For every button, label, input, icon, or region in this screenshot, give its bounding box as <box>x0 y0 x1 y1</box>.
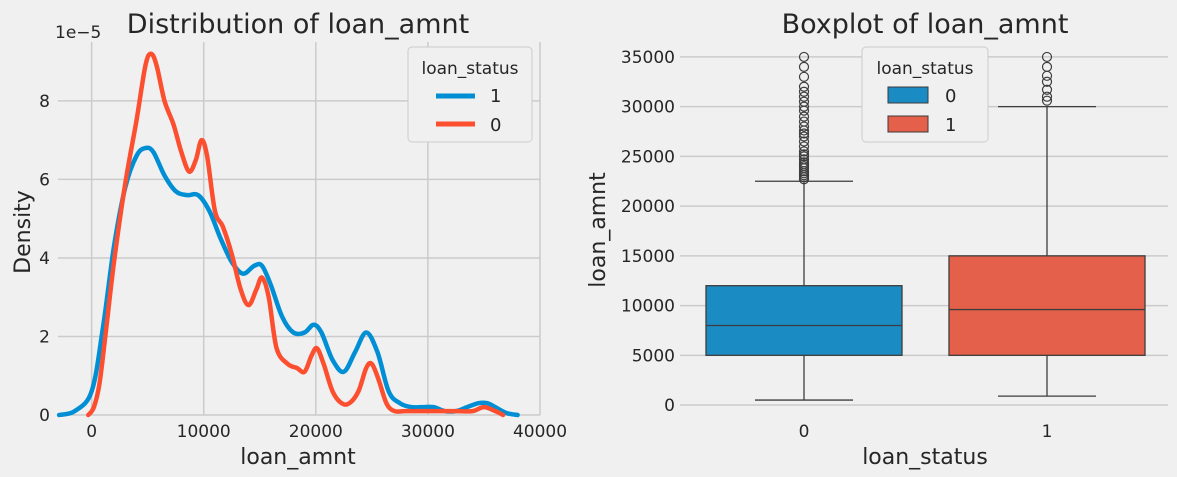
outlier-point <box>798 61 810 72</box>
box-legend-title: loan_status <box>876 59 973 79</box>
outlier-point <box>798 86 810 97</box>
kde-chart: 0 10000 20000 30000 40000 0 2 4 6 8 Distribution… <box>11 9 567 470</box>
box-y-tick-label: 35000 <box>621 48 675 68</box>
outlier-point <box>1041 91 1053 102</box>
outlier-point <box>798 71 810 82</box>
box-y-axis-label: loan_amnt <box>586 172 611 288</box>
outlier-point <box>798 128 810 139</box>
kde-legend-label-1: 1 <box>490 86 501 107</box>
kde-y-tick-label: 6 <box>39 170 50 190</box>
outlier-point <box>1041 61 1053 72</box>
kde-x-tick-label: 0 <box>86 422 97 442</box>
box-group-1 <box>948 51 1146 397</box>
box-iqr <box>948 255 1146 356</box>
box-group-0 <box>705 51 903 401</box>
box-y-tick-labels: 0 5000 10000 15000 20000 25000 30000 35000 <box>621 48 675 416</box>
outlier-point <box>798 101 810 112</box>
box-title: Boxplot of loan_amnt <box>782 9 1069 40</box>
kde-offset-text: 1e−5 <box>55 23 101 43</box>
box-legend: loan_status 0 1 <box>861 46 989 143</box>
outlier-point <box>1041 84 1053 95</box>
outlier-point <box>798 157 810 168</box>
box-x-tick-label: 1 <box>1042 422 1053 442</box>
outlier-point <box>798 154 810 165</box>
kde-line-1 <box>56 145 520 418</box>
kde-x-tick-labels: 0 10000 20000 30000 40000 <box>86 422 567 442</box>
outlier-point <box>798 81 810 92</box>
outlier-point <box>1041 70 1053 81</box>
kde-x-axis-label: loan_amnt <box>240 445 356 470</box>
box-legend-label-0: 0 <box>945 86 956 107</box>
box-y-tick-label: 5000 <box>632 346 675 366</box>
outlier-point <box>1041 95 1053 106</box>
outlier-point <box>798 51 810 63</box>
outlier-point <box>798 111 810 122</box>
outlier-point <box>798 121 810 132</box>
kde-x-tick-label: 40000 <box>513 422 567 442</box>
box-legend-swatch-1 <box>887 115 929 133</box>
kde-y-tick-label: 8 <box>39 92 50 112</box>
box-y-tick-label: 25000 <box>621 147 675 167</box>
kde-x-tick-label: 30000 <box>401 422 455 442</box>
outlier-point <box>798 131 810 142</box>
kde-title: Distribution of loan_amnt <box>127 9 469 40</box>
box-boxes <box>705 51 1146 401</box>
kde-y-tick-labels: 0 2 4 6 8 <box>39 92 50 426</box>
box-x-tick-label: 0 <box>799 422 810 442</box>
outlier-point <box>798 149 810 160</box>
outlier-point <box>1041 51 1053 63</box>
box-y-tick-label: 0 <box>664 396 675 416</box>
kde-lines <box>56 51 520 418</box>
box-y-tick-label: 15000 <box>621 247 675 267</box>
kde-legend-label-0: 0 <box>490 115 501 136</box>
kde-y-tick-label: 2 <box>39 327 50 347</box>
kde-legend-title: loan_status <box>421 59 518 79</box>
box-y-tick-label: 10000 <box>621 297 675 317</box>
outlier-point <box>798 141 810 152</box>
outlier-point <box>798 146 810 157</box>
kde-line-0 <box>86 51 506 418</box>
outlier-point <box>798 136 810 147</box>
outlier-point <box>798 96 810 107</box>
box-y-tick-label: 30000 <box>621 98 675 118</box>
kde-legend: loan_status 1 0 <box>407 46 533 143</box>
box-x-axis-label: loan_status <box>862 445 988 470</box>
kde-x-tick-label: 20000 <box>289 422 343 442</box>
outlier-point <box>798 116 810 127</box>
kde-y-tick-label: 4 <box>39 249 50 269</box>
box-legend-label-1: 1 <box>945 115 956 136</box>
box-legend-swatch-0 <box>887 86 929 104</box>
kde-y-axis-label: Density <box>11 190 36 274</box>
box-y-tick-label: 20000 <box>621 197 675 217</box>
box-iqr <box>705 285 903 356</box>
kde-y-tick-label: 0 <box>39 406 50 426</box>
kde-x-tick-label: 10000 <box>177 422 231 442</box>
outlier-point <box>1041 76 1053 87</box>
outlier-point <box>798 91 810 102</box>
